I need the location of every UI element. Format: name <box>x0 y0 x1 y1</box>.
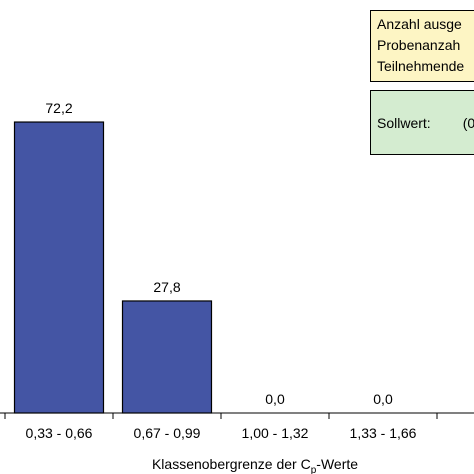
info-line-anzahl: Anzahl ausge <box>377 16 462 32</box>
value-labels: 72,2 27,8 0,0 0,0 <box>45 100 393 407</box>
x-tick-label: 0,67 - 0,99 <box>134 425 201 441</box>
x-tick-label: 1,33 - 1,66 <box>350 425 417 441</box>
x-axis-ticks <box>4 413 438 419</box>
sollwert-value: (0 <box>462 115 474 131</box>
bar-value-label: 0,0 <box>373 391 393 407</box>
bar <box>121 300 213 414</box>
bar <box>13 121 105 414</box>
info-legend-box: Anzahl ausge Probenanzah Teilnehmende <box>370 10 474 82</box>
info-line-teilnehmende: Teilnehmende <box>377 58 465 74</box>
bar-value-label: 0,0 <box>265 391 285 407</box>
bar-value-label: 27,8 <box>153 279 180 295</box>
sollwert-label: Sollwert: <box>377 115 431 131</box>
x-tick-label: 1,00 - 1,32 <box>242 425 309 441</box>
bar-value-label: 72,2 <box>45 100 72 116</box>
x-axis-title: Klassenobergrenze der Cp-Werte <box>152 456 358 474</box>
info-line-probenanzahl: Probenanzah <box>377 37 461 53</box>
sollwert-box: Sollwert: (0 <box>370 90 474 155</box>
bars <box>13 121 213 414</box>
x-tick-label: 0,33 - 0,66 <box>26 425 93 441</box>
x-tick-labels: 0,33 - 0,66 0,67 - 0,99 1,00 - 1,32 1,33 - … <box>26 425 417 441</box>
